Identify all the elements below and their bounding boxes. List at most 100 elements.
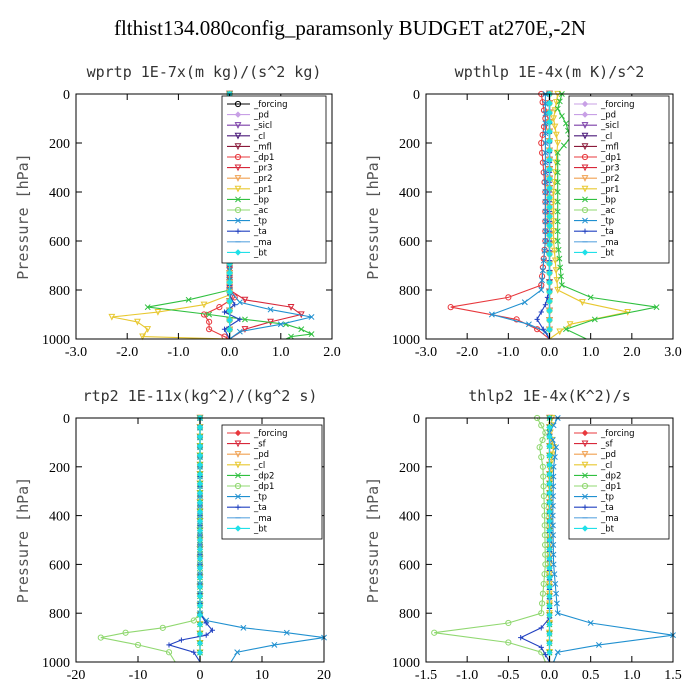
- chart-panel-2: wpthlp 1E-4x(m K)/s^2 Pressure [hPa] -3.0 -…: [364, 63, 682, 360]
- series-marker-tp: [542, 218, 549, 225]
- series-marker-pr1: [550, 188, 558, 196]
- y-tick-label: 1000: [392, 656, 420, 671]
- legend-marker: [581, 451, 589, 458]
- legend-marker: [581, 429, 589, 437]
- series-marker-bt: [546, 564, 553, 572]
- legend-marker: [582, 504, 588, 510]
- series-marker-ta: [538, 309, 544, 315]
- series-marker-pr1: [154, 308, 162, 316]
- legend-entry: _dp2: [600, 471, 621, 481]
- series-marker-bt: [546, 480, 553, 487]
- legend-entry: _sf: [253, 440, 267, 450]
- legend-entry: _tp: [600, 217, 614, 227]
- series-marker-ta: [178, 637, 184, 643]
- x-tick-label: -3.0: [415, 345, 437, 360]
- series-marker-tp: [240, 624, 247, 631]
- legend-entry: _dp1: [600, 153, 621, 163]
- chart-panel-3: rtp2 1E-11x(kg^2)/(kg^2 s) Pressure [hPa]…: [14, 387, 331, 683]
- series-marker-bp: [206, 311, 213, 318]
- series-marker-tp: [525, 321, 532, 328]
- series-marker-ta: [221, 309, 228, 315]
- series-marker-tp: [542, 159, 549, 166]
- series-marker-dp1: [538, 139, 545, 147]
- series-marker-bt: [546, 241, 553, 248]
- y-tick-label: 1000: [392, 333, 420, 348]
- series-marker-bp: [554, 198, 561, 205]
- series-marker-bp: [554, 189, 561, 195]
- series-marker-bt: [546, 213, 553, 220]
- legend-entry: _pr3: [253, 164, 273, 174]
- series-marker-dp1: [505, 294, 512, 301]
- series-marker-pr1: [550, 198, 558, 206]
- series-marker-tp: [542, 169, 549, 176]
- series-marker-bt: [196, 424, 204, 431]
- series-marker-bt: [546, 508, 553, 516]
- series-marker-dp1: [539, 436, 546, 444]
- legend-entry: _ac: [253, 206, 268, 216]
- series-marker-tp: [271, 641, 278, 648]
- series-marker-bt: [546, 536, 553, 544]
- series-marker-bt: [196, 536, 204, 544]
- series-marker-bp: [554, 169, 561, 176]
- series-marker-tp: [553, 600, 560, 607]
- y-tick-label: 600: [49, 235, 70, 250]
- series-marker-tp: [550, 532, 557, 539]
- panel-title: wprtp 1E-7x(m kg)/(s^2 kg): [87, 63, 322, 81]
- series-marker-tp: [550, 522, 556, 529]
- series-marker-dp1: [540, 492, 548, 500]
- legend-marker: [234, 164, 242, 172]
- y-tick-label: 600: [399, 235, 420, 250]
- y-tick-label: 600: [49, 558, 70, 573]
- series-marker-ta: [542, 302, 548, 308]
- series-marker-ta: [538, 644, 544, 650]
- series-marker-bt: [546, 452, 553, 459]
- series-marker-dp1: [536, 444, 543, 451]
- series-marker-bt: [226, 269, 233, 277]
- series-marker-bt: [196, 630, 204, 638]
- series-line-tp: [548, 417, 674, 663]
- legend-entry: _cl: [600, 132, 612, 142]
- series-marker-bt: [196, 593, 204, 600]
- series-marker-ta: [237, 316, 243, 322]
- series-marker-bp: [185, 296, 192, 303]
- series-marker-dp1: [134, 641, 142, 649]
- series-marker-bt: [226, 279, 233, 286]
- series-marker-bt: [546, 147, 553, 154]
- series-marker-ta: [209, 627, 215, 633]
- series-marker-bt: [546, 574, 553, 581]
- series-marker-bt: [546, 546, 553, 553]
- series-marker-dp1: [122, 629, 129, 636]
- legend-entry: _bp: [600, 195, 616, 205]
- series-marker-bt: [546, 602, 553, 609]
- x-tick-label: -2.0: [116, 345, 138, 360]
- legend-marker: [234, 451, 242, 458]
- y-tick-label: 200: [399, 137, 420, 152]
- series-marker-tp: [542, 179, 549, 186]
- series-marker-bt: [196, 546, 204, 553]
- legend-marker: [234, 100, 242, 108]
- series-marker-bt: [196, 489, 204, 497]
- series-marker-dp1: [206, 326, 213, 333]
- y-tick-label: 0: [413, 412, 420, 427]
- series-marker-tp: [540, 257, 547, 264]
- legend-entry: _ta: [253, 503, 267, 513]
- legend-entry: _pr1: [600, 185, 620, 195]
- series-marker-bt: [546, 424, 553, 431]
- series-marker-bt: [546, 489, 553, 497]
- legend-entry: _dp1: [600, 482, 621, 492]
- series-marker-bt: [546, 156, 553, 164]
- chart-panel-1: wprtp 1E-7x(m kg)/(s^2 kg) Pressure [hPa]…: [14, 63, 341, 360]
- series-marker-tp: [236, 299, 243, 306]
- series-marker-ta: [203, 620, 209, 626]
- series-marker-bt: [546, 518, 553, 525]
- series-marker-bp: [558, 113, 565, 120]
- series-marker-bt: [546, 269, 553, 277]
- series-marker-tp: [551, 454, 558, 460]
- series-marker-bt: [226, 326, 233, 333]
- legend-entry: _ta: [600, 503, 614, 513]
- series-marker-bp: [560, 142, 567, 149]
- legend-entry: _pd: [600, 450, 616, 460]
- series-marker-dp1: [165, 649, 173, 656]
- series-marker-bt: [196, 433, 204, 440]
- series-marker-dp1: [541, 532, 548, 539]
